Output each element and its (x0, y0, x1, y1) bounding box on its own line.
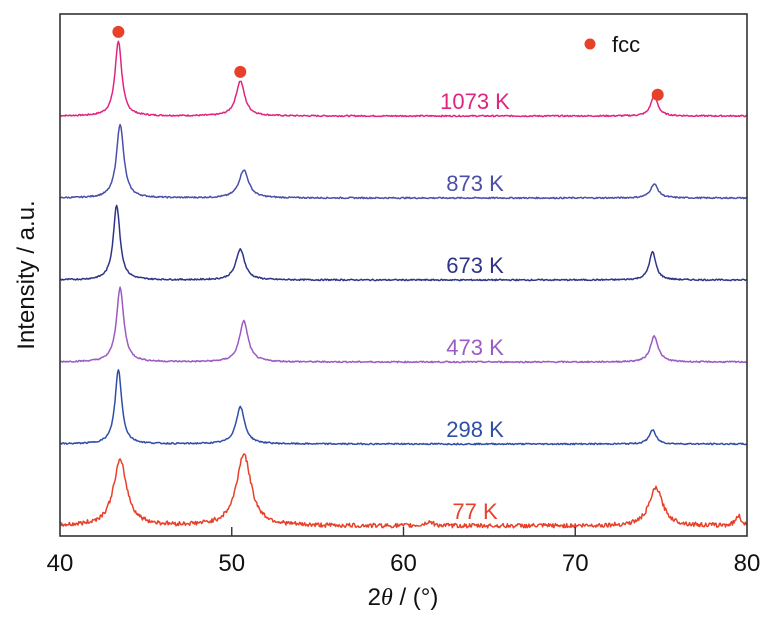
x-tick-label: 50 (218, 550, 245, 577)
x-axis-title-suffix: / (°) (393, 584, 439, 611)
fcc-peak-marker (112, 25, 125, 38)
series-line-673k (59, 204, 748, 282)
series-labels: 1073 K 873 K 673 K 473 K 298 K 77 K (440, 89, 510, 524)
series-label-673k: 673 K (446, 253, 504, 278)
series-label-77k: 77 K (452, 499, 498, 524)
legend-fcc-marker (584, 38, 596, 50)
y-axis-title: Intensity / a.u. (13, 200, 40, 349)
x-axis-title-symbol: θ (381, 585, 393, 611)
x-axis-title-prefix: 2 (368, 584, 381, 611)
legend: fcc (584, 32, 640, 57)
fcc-peak-marker (651, 88, 664, 101)
series-label-473k: 473 K (446, 335, 504, 360)
legend-fcc-label: fcc (612, 32, 640, 57)
series-layer (59, 40, 748, 529)
series-label-873k: 873 K (446, 171, 504, 196)
x-tick-label: 40 (47, 550, 74, 577)
x-axis: 40 50 60 70 80 (47, 527, 761, 577)
x-tick-label: 60 (390, 550, 417, 577)
fcc-marker-layer (112, 25, 664, 101)
series-label-1073k: 1073 K (440, 89, 510, 114)
x-axis-title: 2θ / (°) (368, 584, 439, 611)
x-tick-label: 80 (734, 550, 761, 577)
series-line-77k (59, 453, 748, 529)
series-line-473k (59, 286, 748, 364)
series-line-1073k (59, 40, 747, 118)
series-line-298k (59, 369, 748, 446)
series-line-873k (59, 123, 747, 200)
x-tick-label: 70 (562, 550, 589, 577)
series-label-298k: 298 K (446, 417, 504, 442)
fcc-peak-marker (234, 65, 247, 78)
